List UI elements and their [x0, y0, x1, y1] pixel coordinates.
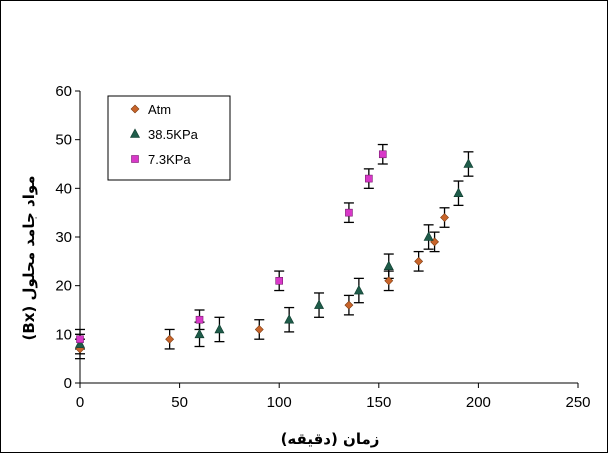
- y-tick-label: 40: [55, 180, 72, 197]
- data-point-7-3kpa: [378, 150, 387, 159]
- x-tick-label: 0: [76, 394, 84, 411]
- legend-label-7-3kpa: 7.3KPa: [148, 152, 191, 167]
- data-point-38-5kpa: [75, 338, 85, 348]
- legend-marker-atm: [130, 104, 140, 114]
- data-point-38-5kpa: [314, 299, 325, 309]
- y-tick-label: 60: [55, 83, 72, 100]
- data-point-38-5kpa: [284, 314, 295, 324]
- data-point-7-3kpa: [345, 208, 353, 217]
- y-axis-title: مواد جامد محلول (Bx): [20, 175, 38, 340]
- legend-label-38-5kpa: 38.5KPa: [148, 127, 199, 142]
- y-tick-label: 50: [55, 132, 72, 149]
- data-point-7-3kpa: [365, 174, 373, 183]
- y-tick-label: 10: [55, 326, 72, 343]
- x-axis-title: زمان (دقیقه): [281, 430, 380, 448]
- x-tick-label: 100: [267, 394, 292, 411]
- legend-label-atm: Atm: [148, 102, 171, 117]
- data-point-atm: [440, 213, 449, 222]
- legend-box: [107, 95, 231, 181]
- data-point-7-3kpa: [275, 276, 284, 285]
- data-point-38-5kpa: [194, 328, 205, 339]
- data-point-atm: [344, 300, 354, 310]
- legend-marker-7-3kpa: [131, 155, 139, 163]
- legend-marker-38-5kpa: [130, 128, 140, 138]
- data-point-38-5kpa: [423, 231, 434, 241]
- data-point-38-5kpa: [383, 260, 394, 271]
- data-point-38-5kpa: [463, 158, 474, 168]
- x-tick-label: 150: [366, 394, 391, 411]
- y-tick-label: 30: [55, 229, 72, 246]
- data-point-38-5kpa: [453, 187, 464, 197]
- data-point-atm: [165, 334, 175, 344]
- data-point-atm: [384, 276, 394, 286]
- data-point-7-3kpa: [195, 315, 204, 324]
- data-point-atm: [254, 325, 264, 334]
- x-tick-label: 250: [565, 394, 590, 411]
- data-point-38-5kpa: [353, 284, 364, 295]
- y-tick-label: 0: [64, 375, 72, 392]
- data-point-38-5kpa: [214, 323, 225, 334]
- data-points: [75, 150, 474, 354]
- x-tick-label: 50: [171, 394, 188, 411]
- x-tick-label: 200: [466, 394, 491, 411]
- data-point-7-3kpa: [76, 335, 84, 344]
- y-tick-label: 20: [55, 278, 72, 295]
- legend: Atm 38.5KPa 7.3KPa: [107, 95, 231, 181]
- data-point-atm: [414, 256, 424, 266]
